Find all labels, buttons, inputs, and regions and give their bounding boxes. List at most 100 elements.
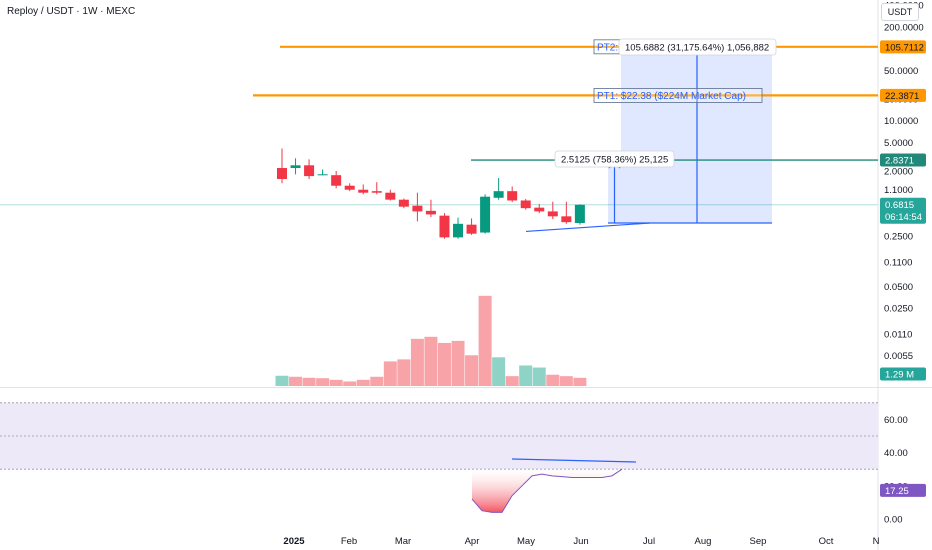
y-tick-label: 0.0500 (884, 282, 913, 293)
x-axis-label: N (873, 536, 880, 547)
rsi-tick-label: 60.00 (884, 415, 908, 426)
x-axis-label: Feb (341, 536, 357, 547)
rsi-oversold-area (472, 469, 622, 513)
last-price-label: 0.6815 (885, 200, 914, 211)
candle-body (520, 200, 531, 209)
candle-body (398, 199, 409, 207)
x-axis-label: Oct (819, 536, 834, 547)
candle-body (534, 207, 545, 212)
volume-bar (356, 379, 370, 386)
measure-small-label-box (554, 150, 675, 168)
volume-bar (329, 379, 343, 386)
rsi-band (0, 402, 878, 470)
y-tick-label: 0.1100 (884, 257, 912, 268)
volume-bar (519, 365, 533, 386)
countdown-label: 06:14:54 (885, 212, 922, 223)
candle-body (466, 224, 477, 234)
rsi-tick-label: 0.00 (884, 515, 903, 526)
pt2-price-tag-bg (880, 40, 926, 54)
volume-bar (492, 357, 506, 386)
x-axis-label: Apr (465, 536, 480, 547)
x-axis-label: Jun (573, 536, 588, 547)
measure-small-label: 2.5125 (758.36%) 25,125 (561, 155, 668, 166)
volume-tag-bg (880, 367, 926, 381)
candle-body (547, 211, 558, 217)
candle-body (317, 174, 328, 176)
y-tick-label: 0.0110 (884, 329, 912, 340)
y-tick-label: 50.0000 (884, 66, 918, 77)
volume-bar (532, 367, 546, 386)
candle-body (385, 192, 396, 200)
y-tick-label: 5.0000 (884, 138, 913, 149)
volume-bar (383, 361, 397, 386)
volume-bar (397, 359, 411, 386)
volume-bar (316, 378, 330, 386)
candle-body (480, 196, 491, 233)
pt1-price-tag: 22.3871 (885, 91, 919, 102)
candle-body (277, 168, 287, 179)
rsi-value-label: 17.25 (885, 486, 909, 497)
volume-bar (275, 375, 289, 386)
y-tick-label: 0.2500 (884, 232, 913, 243)
x-axis-label: May (517, 536, 535, 547)
candle-body (574, 204, 585, 223)
rsi-value-tag-bg (880, 483, 926, 497)
pt1-label: PT1: $22.38 ($224M Market Cap) (597, 91, 746, 102)
volume-bar (559, 376, 573, 386)
rsi-trendline (511, 458, 637, 463)
y-tick-label: 0.0055 (884, 351, 913, 362)
candle-body (493, 191, 504, 198)
last-price-tag-bg (880, 197, 926, 224)
volume-bar (343, 381, 357, 386)
candle-body (561, 216, 572, 223)
volume-bar (505, 376, 519, 386)
pt1-price-tag-bg (880, 88, 926, 102)
volume-bar (410, 338, 424, 386)
y-tick-label: 200.0000 (884, 22, 924, 33)
measure-large-label: 105.6882 (31,175.64%) 1,056,882 (625, 43, 769, 54)
currency-button[interactable]: USDT (881, 3, 919, 21)
pt1-label-box (593, 88, 763, 103)
x-axis-label: 2025 (283, 536, 305, 547)
x-axis-label: Mar (395, 536, 411, 547)
rsi-tick-label: 40.00 (884, 448, 908, 459)
x-axis-label: Aug (695, 536, 712, 547)
volume-bar (573, 377, 587, 386)
candle-body (371, 191, 382, 193)
candle-body (425, 210, 436, 215)
level-price-tag: 2.8371 (885, 156, 914, 167)
volume-bar (424, 336, 438, 386)
volume-bar (546, 374, 560, 386)
pt2-price-tag: 105.7112 (885, 42, 924, 53)
volume-bar (289, 376, 303, 386)
trendline (525, 222, 651, 233)
volume-bar (478, 295, 492, 386)
candle-body (290, 165, 301, 169)
volume-bar (465, 355, 479, 386)
measure-large-label-box (618, 38, 777, 56)
y-tick-label: 10.0000 (884, 116, 918, 127)
candle-body (344, 185, 355, 190)
level-price-tag-bg (880, 153, 926, 167)
volume-tag: 1.29 M (885, 370, 914, 381)
y-tick-label: 1.1000 (884, 185, 913, 196)
candle-body (453, 223, 464, 238)
x-axis-label: Jul (643, 536, 655, 547)
marker-dot (576, 210, 580, 214)
volume-bar (302, 377, 316, 386)
candle-body (304, 165, 315, 177)
y-tick-label: 2.0000 (884, 167, 913, 178)
y-tick-label: 0.0250 (884, 304, 913, 315)
x-axis-label: Sep (750, 536, 767, 547)
rsi-line (471, 468, 623, 513)
volume-bar (437, 342, 451, 386)
candle-body (412, 205, 423, 212)
candle-body (358, 189, 369, 193)
candle-body (331, 175, 342, 186)
candle-body (507, 191, 518, 201)
volume-bar (370, 376, 384, 386)
volume-bar (451, 340, 465, 386)
symbol-title: Reploy / USDT · 1W · MEXC (7, 6, 136, 17)
candle-body (439, 215, 450, 238)
